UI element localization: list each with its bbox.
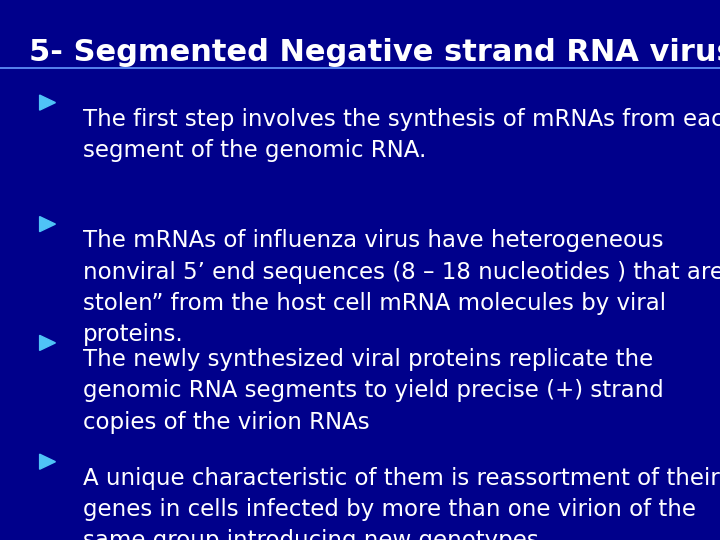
Text: The mRNAs of influenza virus have heterogeneous
nonviral 5’ end sequences (8 – 1: The mRNAs of influenza virus have hetero… bbox=[83, 230, 720, 346]
Polygon shape bbox=[40, 335, 55, 350]
Polygon shape bbox=[40, 454, 55, 469]
Text: The newly synthesized viral proteins replicate the
genomic RNA segments to yield: The newly synthesized viral proteins rep… bbox=[83, 348, 664, 434]
Text: The first step involves the synthesis of mRNAs from each
segment of the genomic : The first step involves the synthesis of… bbox=[83, 108, 720, 162]
Polygon shape bbox=[40, 95, 55, 110]
Polygon shape bbox=[40, 217, 55, 232]
Text: 5- Segmented Negative strand RNA viruses: 5- Segmented Negative strand RNA viruses bbox=[29, 38, 720, 67]
Text: A unique characteristic of them is reassortment of their
genes in cells infected: A unique characteristic of them is reass… bbox=[83, 467, 719, 540]
